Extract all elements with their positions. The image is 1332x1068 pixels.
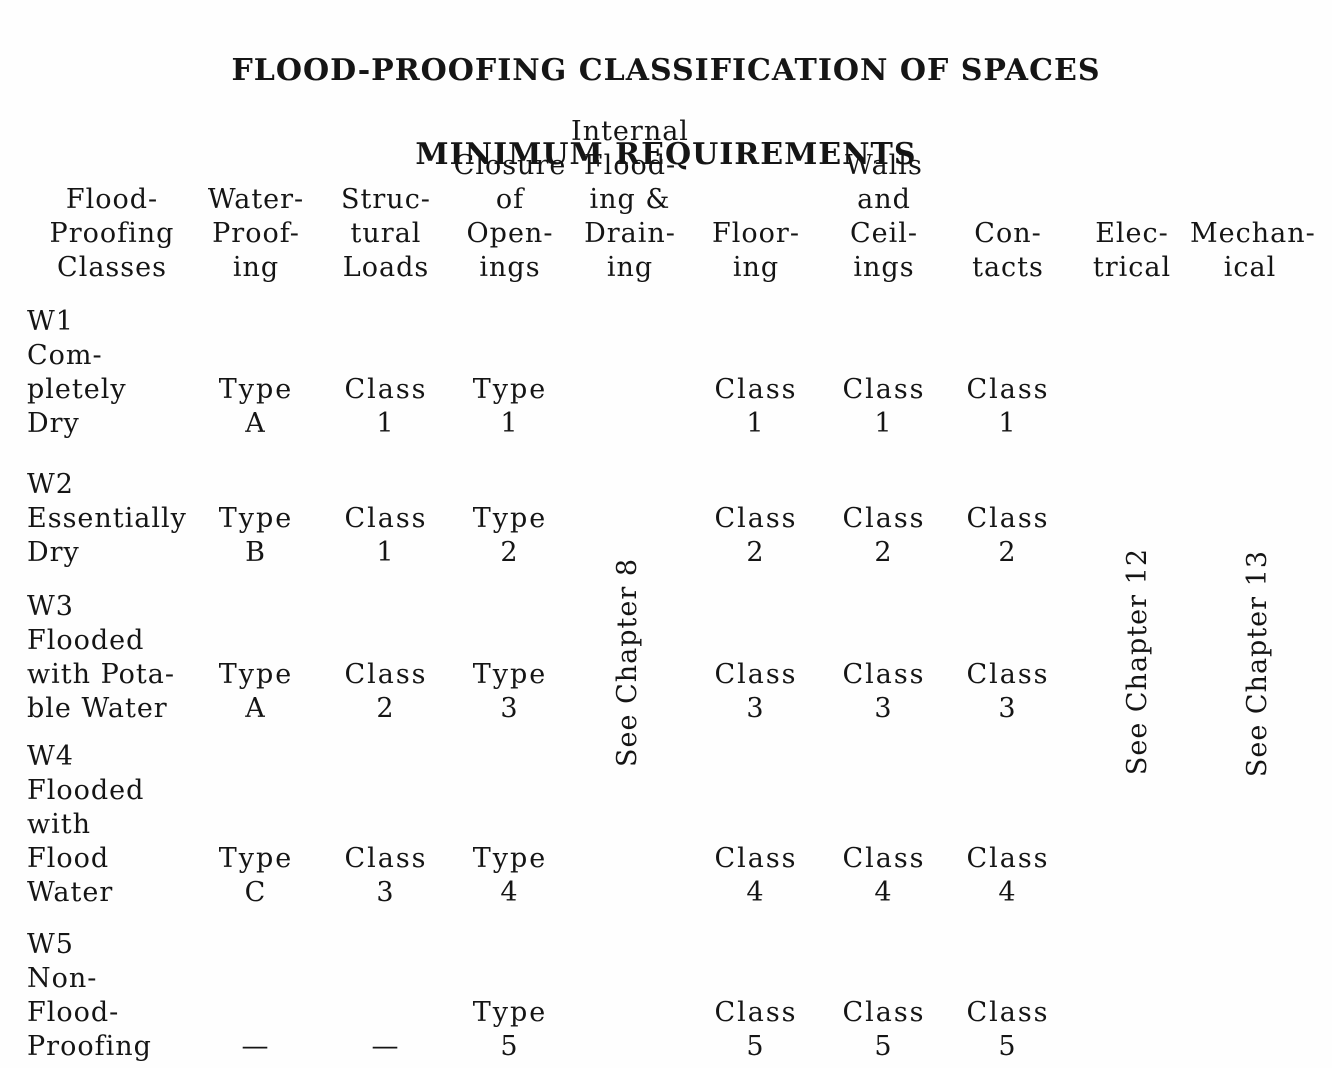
- cell-w5-flooring: Class 5: [714, 997, 798, 1062]
- row-w1-label: W1 Com- pletely Dry: [27, 306, 127, 439]
- cell-w3-flooring: Class 3: [714, 659, 798, 724]
- cell-w2-flooring: Class 2: [714, 503, 798, 568]
- title-line-1: FLOOD-PROOFING CLASSIFICATION OF SPACES: [231, 53, 1101, 88]
- cell-w2-contacts: Class 2: [966, 503, 1050, 568]
- cell-w1-structural: Class 1: [344, 374, 428, 439]
- cell-w1-flooring: Class 1: [714, 374, 798, 439]
- cell-w2-closure: Type 2: [472, 503, 548, 568]
- row-w3-label: W3 Flooded with Pota- ble Water: [27, 591, 175, 724]
- col-header-flooring: Floor- ing: [712, 218, 800, 283]
- col-header-water-proofing: Water- Proof- ing: [207, 184, 305, 283]
- col-header-internal-flooding-draining: Internal Flood- ing & Drain- ing: [571, 116, 689, 283]
- cell-w3-waterproofing: Type A: [218, 659, 294, 724]
- row-w4-label: W4 Flooded with Flood Water: [27, 741, 145, 908]
- col-header-walls-and-ceilings: Walls and Ceil- ings: [845, 150, 923, 283]
- cell-w2-structural: Class 1: [344, 503, 428, 568]
- col-header-contacts: Con- tacts: [972, 218, 1044, 283]
- col-header-mechanical: Mechan- ical: [1190, 218, 1316, 283]
- cell-w4-contacts: Class 4: [966, 843, 1050, 908]
- cell-w4-waterproofing: Type C: [218, 843, 294, 908]
- note-see-chapter-12: See Chapter 12: [1122, 548, 1153, 776]
- cell-w2-waterproofing: Type B: [218, 503, 294, 568]
- col-header-flood-proofing-classes: Flood- Proofing Classes: [49, 184, 175, 283]
- cell-w1-closure: Type 1: [472, 374, 548, 439]
- note-see-chapter-8: See Chapter 8: [612, 558, 643, 767]
- note-see-chapter-13: See Chapter 13: [1242, 550, 1273, 778]
- col-header-closure-of-openings: Closure of Open- ings: [453, 150, 567, 283]
- col-header-electrical: Elec- trical: [1092, 218, 1172, 283]
- col-header-structural-loads: Struc- tural Loads: [341, 184, 431, 283]
- cell-w5-contacts: Class 5: [966, 997, 1050, 1062]
- row-w5-label: W5 Non- Flood- Proofing: [27, 929, 152, 1062]
- title-line-2: MINIMUM REQUIREMENTS: [415, 137, 917, 172]
- cell-w4-flooring: Class 4: [714, 843, 798, 908]
- cell-w4-closure: Type 4: [472, 843, 548, 908]
- cell-w5-waterproofing-dash: —: [241, 1031, 271, 1062]
- cell-w3-structural: Class 2: [344, 659, 428, 724]
- cell-w1-contacts: Class 1: [966, 374, 1050, 439]
- cell-w5-closure: Type 5: [472, 997, 548, 1062]
- cell-w4-structural: Class 3: [344, 843, 428, 908]
- cell-w3-contacts: Class 3: [966, 659, 1050, 724]
- cell-w5-structural-dash: —: [371, 1031, 401, 1062]
- cell-w1-waterproofing: Type A: [218, 374, 294, 439]
- cell-w5-walls: Class 5: [842, 997, 926, 1062]
- cell-w3-walls: Class 3: [842, 659, 926, 724]
- cell-w1-walls: Class 1: [842, 374, 926, 439]
- cell-w2-walls: Class 2: [842, 503, 926, 568]
- cell-w3-closure: Type 3: [472, 659, 548, 724]
- row-w2-label: W2 Essentially Dry: [27, 469, 187, 568]
- cell-w4-walls: Class 4: [842, 843, 926, 908]
- page-title: FLOOD-PROOFING CLASSIFICATION OF SPACES …: [30, 8, 1302, 218]
